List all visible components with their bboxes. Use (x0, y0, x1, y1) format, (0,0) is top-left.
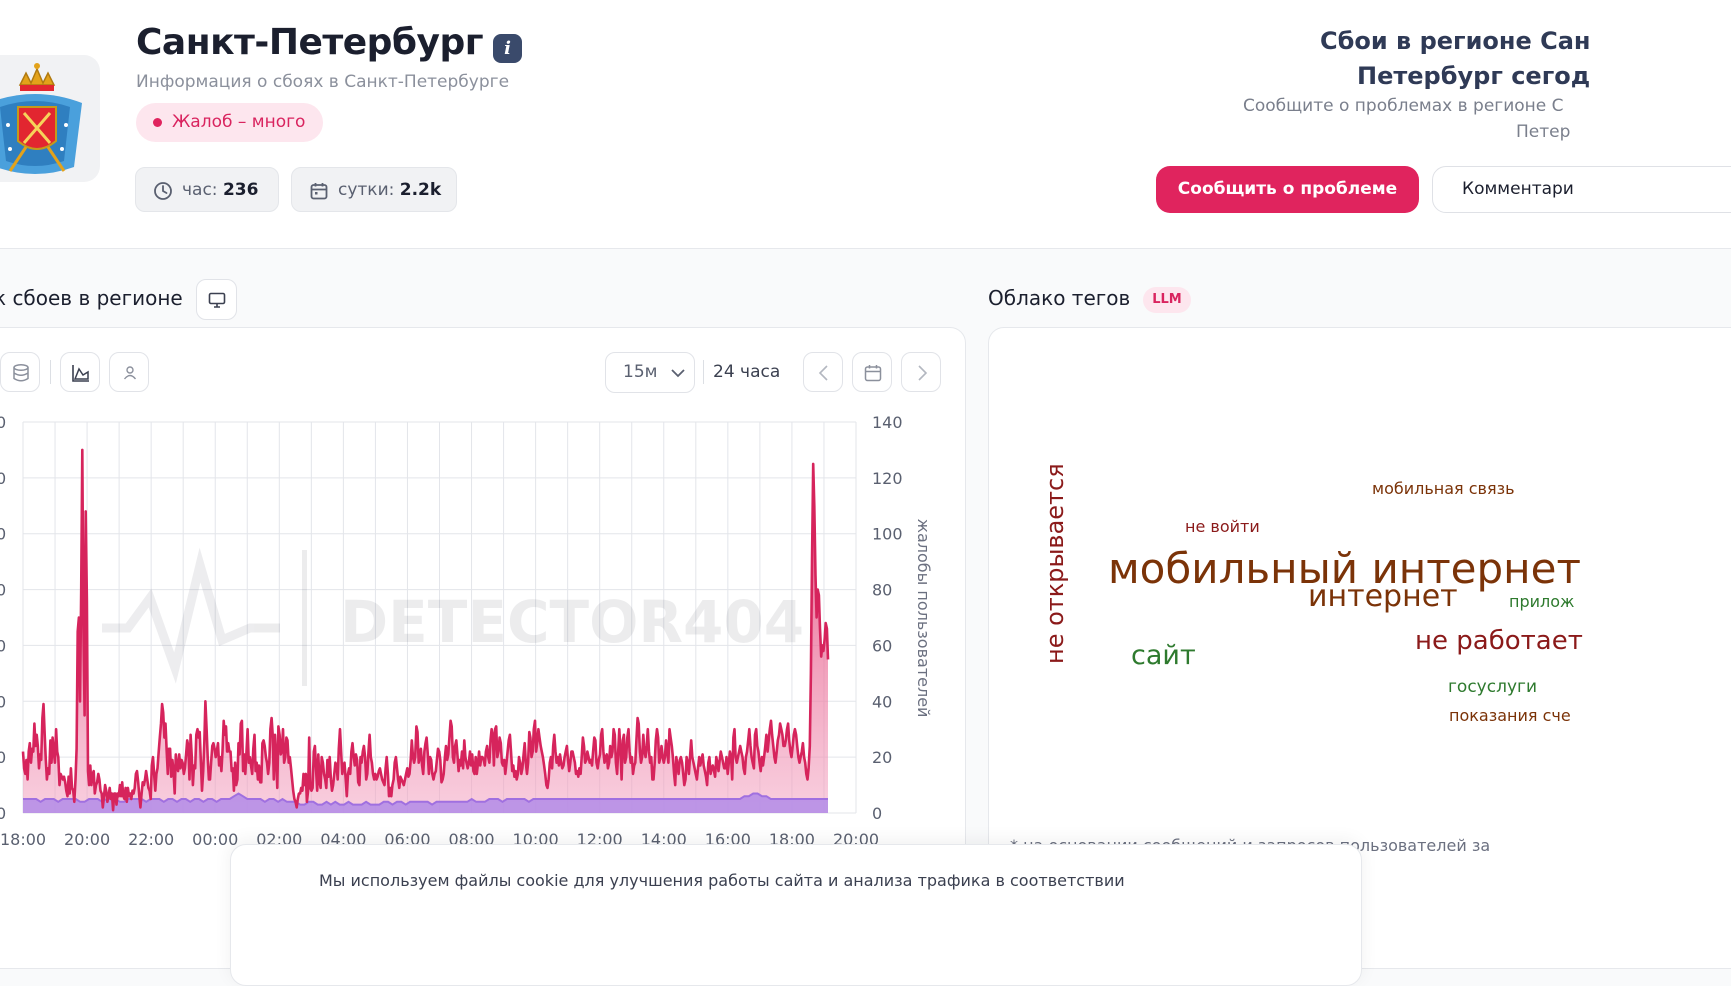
y-tick-left: 0 (0, 636, 6, 655)
complaints-status-badge: Жалоб – много (136, 103, 324, 142)
x-tick: 20:00 (64, 830, 110, 849)
coat-of-arms-icon (0, 63, 82, 174)
y-tick-left: 0 (0, 469, 6, 488)
x-tick: 22:00 (128, 830, 174, 849)
tag-cloud-item[interactable]: не работает (1415, 626, 1583, 656)
y-tick-left: 0 (0, 804, 6, 823)
user-icon (123, 366, 137, 380)
toolbar-divider (50, 360, 51, 384)
city-subtitle: Информация о сбоях в Санкт-Петербурге (136, 72, 510, 92)
tag-cloud-item[interactable]: прилож (1509, 592, 1575, 611)
stat-day-label: сутки: (338, 180, 395, 200)
y-tick-right: 60 (872, 636, 892, 655)
report-problem-button[interactable]: Сообщить о проблеме (1156, 166, 1419, 213)
interval-select-value: 15м (623, 362, 658, 382)
chevron-right-icon (918, 365, 928, 381)
page-header: Санкт-Петербург i Информация о сбоях в С… (0, 0, 1731, 249)
chevron-down-icon (671, 369, 685, 378)
user-filter-button[interactable] (109, 352, 149, 392)
y-tick-left: 0 (0, 692, 6, 711)
calendar-icon (310, 183, 328, 200)
tag-cloud-item[interactable]: не войти (1185, 517, 1260, 536)
llm-badge: LLM (1143, 287, 1191, 313)
area-chart-icon (72, 365, 89, 382)
monitor-view-button[interactable] (196, 279, 237, 320)
y-tick-right: 40 (872, 692, 892, 711)
database-icon (13, 363, 29, 382)
chart-section-title: к сбоев в регионе (0, 286, 183, 310)
watermark-text: DETECTOR404 (340, 588, 804, 656)
y-tick-left: 0 (0, 413, 6, 432)
baseline-area (23, 793, 828, 813)
reports-area (23, 449, 828, 813)
y-tick-right: 20 (872, 748, 892, 767)
cookie-banner-text: Мы используем файлы cookie для улучшения… (319, 871, 1125, 890)
tag-cloud-item[interactable]: госуслуги (1448, 677, 1537, 697)
city-title: Санкт-Петербург (136, 22, 484, 63)
x-tick: 18:00 (0, 830, 46, 849)
stat-hour-label: час: (182, 180, 218, 200)
watermark-pulse-icon (102, 547, 280, 684)
area-chart-toggle-button[interactable] (60, 352, 100, 392)
region-outages-title-line1: Сбои в регионе Сан (1320, 27, 1591, 55)
y-tick-left: 0 (0, 581, 6, 600)
y-tick-left: 0 (0, 525, 6, 544)
calendar-icon (864, 365, 882, 382)
clock-icon (154, 182, 172, 200)
city-logo (0, 55, 100, 182)
date-picker-button[interactable] (852, 352, 892, 392)
y-tick-right: 120 (872, 469, 903, 488)
stat-hour: час: 236 (135, 167, 279, 212)
stat-hour-value: 236 (222, 180, 259, 200)
tag-cloud-item[interactable]: мобильный интернет (1108, 544, 1581, 593)
info-icon[interactable]: i (493, 34, 522, 63)
y-tick-right: 140 (872, 413, 903, 432)
region-outages-subtitle-line1: Сообщите о проблемах в регионе С (1243, 96, 1564, 116)
y-axis-label-right: жалобы пользователей (914, 519, 933, 718)
cookie-banner: Мы используем файлы cookie для улучшения… (230, 844, 1362, 986)
status-dot-icon (153, 118, 162, 127)
y-tick-right: 0 (872, 804, 882, 823)
outage-chart: DETECTOR404 0 0 20 0 40 0 60 0 80 0 100 0 120 0 140 0 18… (0, 413, 933, 849)
x-tick: 00:00 (192, 830, 238, 849)
stat-day: сутки: 2.2k (291, 167, 457, 212)
y-tick-right: 80 (872, 581, 892, 600)
tag-cloud-item[interactable]: мобильная связь (1372, 479, 1515, 498)
reports-line (21, 448, 830, 812)
baseline-line (23, 792, 828, 806)
tag-cloud-item[interactable]: сайт (1131, 640, 1196, 671)
complaints-status-label: Жалоб – много (172, 112, 306, 132)
y-tick-left: 0 (0, 748, 6, 767)
tag-cloud-item[interactable]: показания сче (1449, 706, 1571, 725)
tag-cloud-item[interactable]: не открывается (1041, 463, 1069, 664)
region-outages-subtitle-line2: Петер (1516, 122, 1571, 142)
interval-select[interactable]: 15м (605, 352, 695, 393)
database-toggle-button[interactable] (0, 352, 40, 392)
chevron-left-icon (818, 365, 828, 381)
watermark-divider (302, 550, 307, 686)
previous-period-button[interactable] (803, 352, 843, 392)
toolbar-divider (703, 360, 704, 384)
monitor-icon (208, 292, 226, 308)
next-period-button[interactable] (901, 352, 941, 392)
region-outages-title-line2: Петербург сегод (1357, 62, 1591, 90)
time-range-label: 24 часа (713, 362, 781, 382)
stat-day-value: 2.2k (399, 180, 442, 200)
y-tick-right: 100 (872, 525, 903, 544)
tags-section-title: Облако тегов (988, 286, 1131, 310)
tag-cloud-item[interactable]: интернет (1308, 579, 1458, 614)
comments-button[interactable]: Комментари (1432, 166, 1731, 213)
